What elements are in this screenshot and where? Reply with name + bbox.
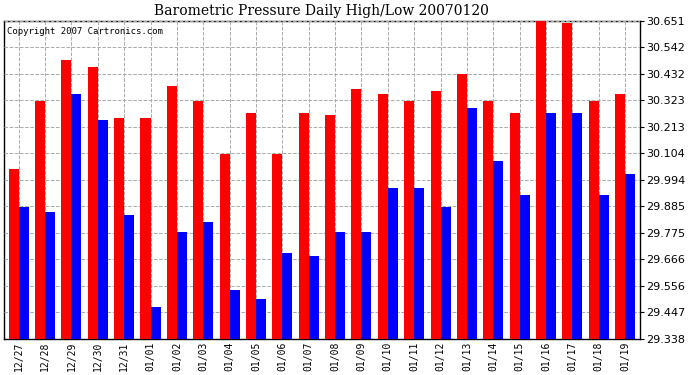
Bar — [45, 212, 55, 339]
Bar — [308, 256, 319, 339]
Bar — [362, 232, 371, 339]
Bar — [388, 188, 398, 339]
Bar — [351, 89, 362, 339]
Bar — [177, 232, 187, 339]
Bar — [615, 94, 625, 339]
Bar — [9, 169, 19, 339]
Text: Copyright 2007 Cartronics.com: Copyright 2007 Cartronics.com — [8, 27, 164, 36]
Bar — [246, 113, 256, 339]
Title: Barometric Pressure Daily High/Low 20070120: Barometric Pressure Daily High/Low 20070… — [155, 4, 489, 18]
Bar — [536, 18, 546, 339]
Bar — [299, 113, 308, 339]
Bar — [219, 154, 230, 339]
Bar — [71, 94, 81, 339]
Bar — [440, 207, 451, 339]
Bar — [35, 101, 45, 339]
Bar — [61, 60, 71, 339]
Bar — [325, 116, 335, 339]
Bar — [431, 91, 440, 339]
Bar — [483, 101, 493, 339]
Bar — [573, 113, 582, 339]
Bar — [493, 161, 503, 339]
Bar — [546, 113, 556, 339]
Bar — [625, 174, 635, 339]
Bar — [124, 215, 134, 339]
Bar — [256, 300, 266, 339]
Bar — [167, 86, 177, 339]
Bar — [589, 101, 599, 339]
Bar — [510, 113, 520, 339]
Bar — [404, 101, 414, 339]
Bar — [335, 232, 345, 339]
Bar — [98, 120, 108, 339]
Bar — [467, 108, 477, 339]
Bar — [19, 207, 29, 339]
Bar — [599, 195, 609, 339]
Bar — [282, 254, 293, 339]
Bar — [230, 290, 239, 339]
Bar — [378, 94, 388, 339]
Bar — [88, 67, 98, 339]
Bar — [193, 101, 204, 339]
Bar — [114, 118, 124, 339]
Bar — [562, 23, 573, 339]
Bar — [141, 118, 150, 339]
Bar — [150, 307, 161, 339]
Bar — [414, 188, 424, 339]
Bar — [273, 154, 282, 339]
Bar — [457, 74, 467, 339]
Bar — [520, 195, 530, 339]
Bar — [204, 222, 213, 339]
